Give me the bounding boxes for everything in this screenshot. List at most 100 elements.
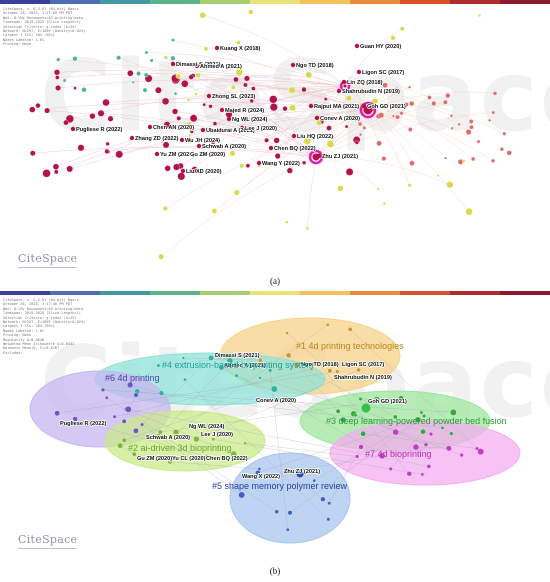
cited-reference-node	[443, 99, 448, 105]
cited-reference-node	[326, 517, 331, 522]
labeled-node	[316, 153, 322, 159]
cited-reference-node	[409, 101, 415, 107]
cited-reference-node	[471, 156, 476, 162]
labeled-node	[206, 93, 212, 99]
cited-reference-node	[234, 373, 239, 378]
cited-reference-node	[131, 451, 137, 457]
cited-reference-node	[459, 453, 464, 458]
edges	[57, 324, 481, 530]
cited-reference-node	[158, 390, 165, 396]
cited-reference-node	[450, 126, 454, 130]
node-label: Rajput MA (2021)	[314, 104, 359, 110]
citation-link	[106, 397, 277, 512]
cited-reference-node	[187, 98, 191, 102]
cited-reference-node	[211, 437, 216, 442]
cited-reference-node	[491, 158, 495, 163]
metadata-line: Nodes Labeled: 1.0%	[3, 328, 45, 333]
cited-reference-node	[247, 353, 251, 358]
cited-reference-node	[258, 376, 262, 380]
labeled-node	[341, 79, 347, 85]
cited-reference-node	[353, 116, 358, 122]
cited-reference-node	[427, 95, 432, 100]
cited-reference-node	[440, 426, 445, 430]
node-label: Zhong SL (2023)	[212, 94, 256, 100]
cited-reference-node	[208, 104, 213, 109]
cited-reference-node	[325, 322, 330, 327]
labeled-node	[214, 45, 220, 51]
cited-reference-node	[264, 137, 269, 143]
citation-link	[315, 102, 446, 158]
cited-reference-node	[382, 82, 388, 88]
metadata-line: October 26, 2025, 1:17:05 PM PDT	[3, 11, 73, 16]
citation-link	[344, 85, 374, 110]
cited-reference-node	[62, 78, 67, 83]
labeled-node	[308, 103, 314, 109]
cited-reference-node	[183, 377, 187, 382]
cited-reference-node	[162, 206, 168, 211]
cited-reference-node	[285, 220, 289, 224]
cited-reference-node	[493, 91, 498, 96]
metadata-line: Timespan: 2019-2025 (Slice Length=1)	[3, 311, 81, 316]
cited-reference-node	[327, 368, 333, 374]
node-label: Goh GD (2021)	[367, 104, 406, 110]
node-label: Dimassi S (2021)	[215, 353, 260, 359]
citation-link	[421, 412, 452, 434]
metadata-line: October 26, 2025, 1:17:46 PM PDT	[3, 302, 73, 307]
labeled-node	[154, 151, 160, 157]
metadata-line: Largest 1 CCs: 284 (95%)	[3, 324, 55, 329]
node-label: Ng WL (2024)	[232, 117, 267, 123]
cited-reference-node	[309, 367, 314, 371]
node-label: Lee J (2020)	[201, 432, 233, 438]
cited-reference-node	[142, 87, 148, 93]
cited-reference-node	[133, 392, 139, 398]
cited-reference-node	[55, 85, 61, 91]
timeline-segment	[0, 291, 50, 295]
citation-link	[183, 357, 261, 361]
cited-reference-node	[189, 129, 194, 134]
labeled-node	[147, 124, 153, 130]
cited-reference-node	[116, 55, 121, 61]
cited-reference-node	[371, 98, 379, 105]
cited-reference-node	[399, 26, 405, 31]
cited-reference-node	[238, 491, 245, 499]
caption-a: (a)	[270, 276, 280, 286]
timeline-segment	[100, 0, 150, 4]
cited-reference-node	[288, 86, 296, 94]
metadata-line: Nodes Labeled: 1.0%	[3, 37, 45, 42]
cited-reference-node	[104, 395, 109, 400]
network-metadata: CiteSpace, v. 6.3.R1 (64-bit) Basic Octob…	[3, 298, 85, 355]
citation-link	[315, 113, 402, 158]
cited-reference-node	[188, 74, 194, 80]
cited-reference-node	[187, 121, 192, 127]
cited-reference-node	[382, 201, 386, 206]
cited-reference-node	[390, 35, 396, 41]
timeline-segment	[50, 291, 100, 295]
citation-link	[170, 461, 260, 470]
cited-reference-node	[450, 409, 457, 416]
cited-reference-node	[390, 90, 394, 94]
citation-link	[114, 368, 312, 417]
labeled-node	[194, 63, 200, 69]
citation-link	[289, 415, 425, 513]
cited-reference-node	[156, 363, 161, 368]
cited-reference-node	[194, 92, 198, 96]
node-label: Ng WL (2024)	[189, 424, 224, 430]
citation-link	[269, 370, 288, 530]
cited-reference-node	[326, 140, 335, 148]
citation-link	[181, 85, 346, 177]
labeled-node	[226, 116, 232, 122]
cited-reference-node	[149, 58, 154, 63]
cited-reference-node	[477, 448, 484, 455]
cited-reference-node	[170, 55, 176, 61]
cited-reference-node	[388, 466, 393, 471]
cluster-7-area	[329, 420, 521, 486]
citation-link	[344, 85, 470, 212]
cited-reference-node	[167, 459, 173, 465]
nodes	[54, 322, 484, 532]
node-label: Wang Y (2022)	[262, 161, 300, 167]
citation-link	[161, 156, 317, 257]
cited-reference-node	[235, 68, 244, 76]
cited-reference-node	[302, 160, 307, 165]
citation-link	[367, 109, 413, 164]
cited-reference-node	[398, 395, 404, 402]
